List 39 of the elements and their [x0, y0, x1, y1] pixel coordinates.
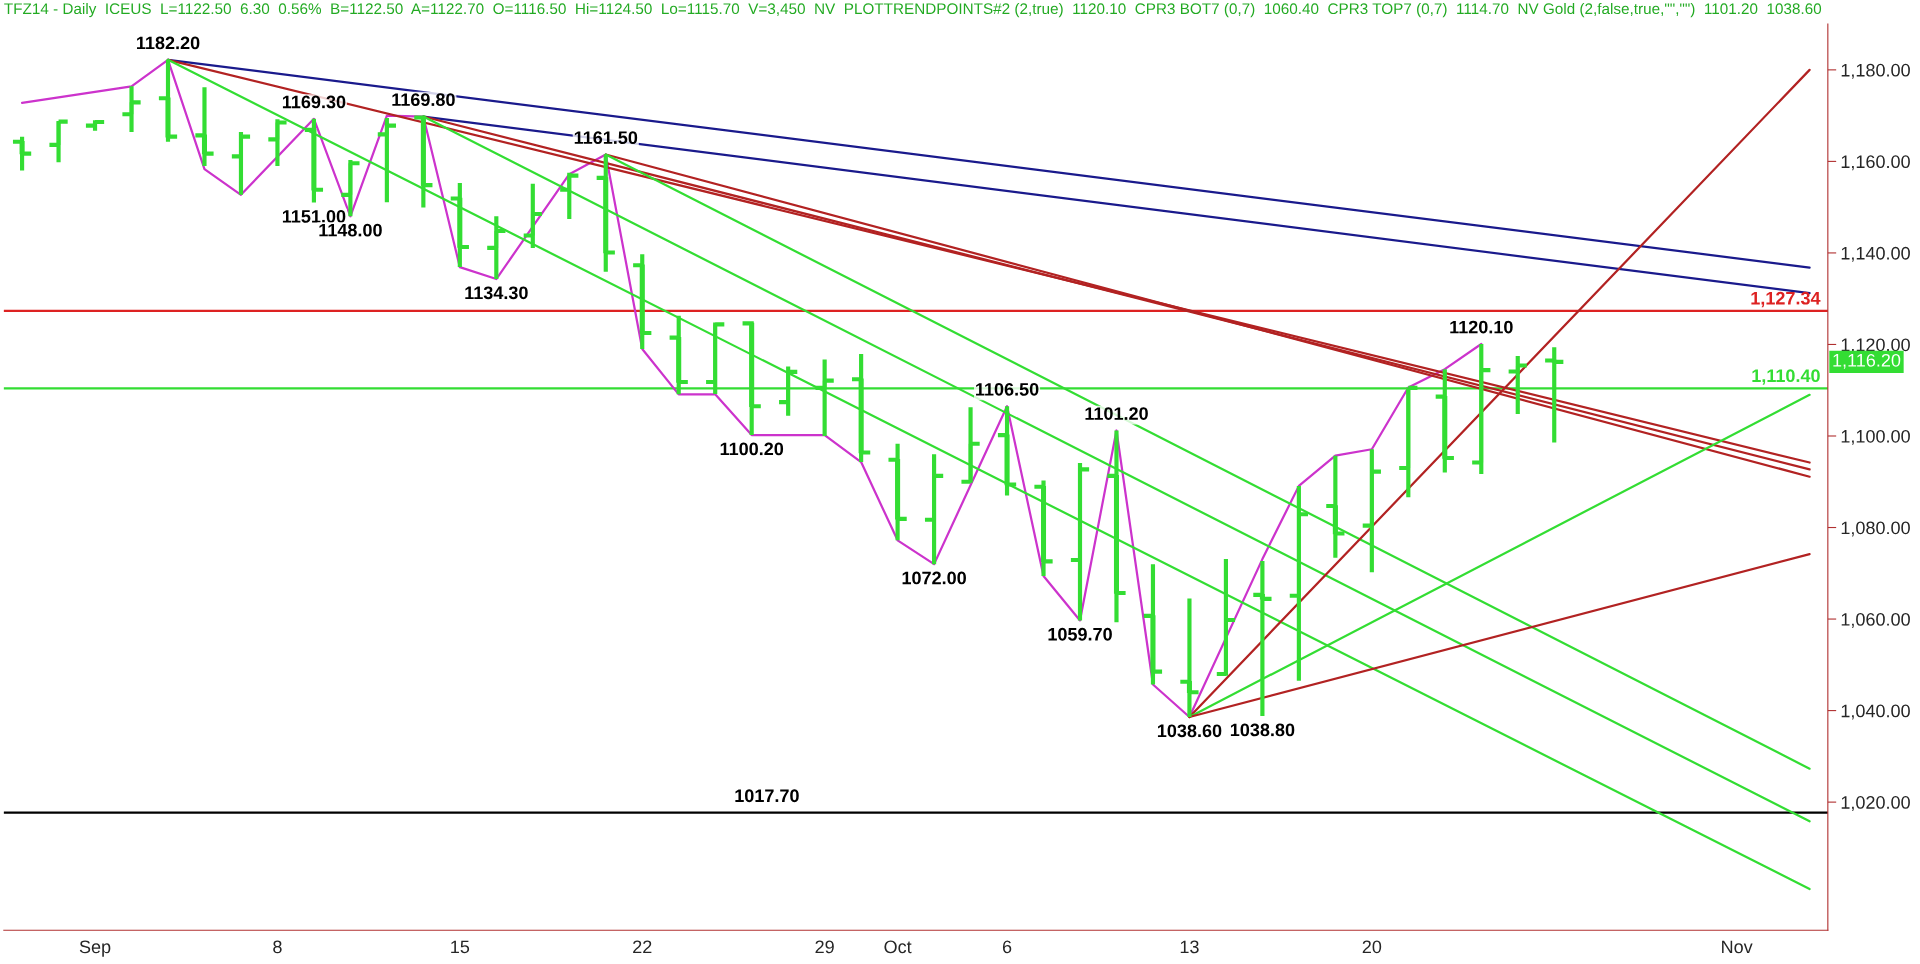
annotation: 1169.30 [282, 95, 346, 109]
ref-line-label: 1,127.34 [1751, 291, 1821, 308]
annotation: 1038.80 [1230, 723, 1295, 737]
x-tick-label: 29 [815, 940, 834, 954]
annotation: 1100.20 [720, 442, 784, 456]
y-tick-label: 1,060.00 [1841, 612, 1910, 628]
x-tick-label: 13 [1180, 940, 1199, 954]
x-tick-label: Oct [884, 940, 912, 954]
annotation: 1072.00 [902, 571, 966, 585]
annotation: 1106.50 [976, 382, 1039, 396]
y-tick-label: 1,040.00 [1841, 704, 1910, 720]
annotation: 1017.70 [735, 789, 799, 803]
annotation: 1182.20 [137, 36, 200, 50]
annotation: 1161.50 [574, 131, 638, 145]
x-tick-label: 15 [451, 940, 470, 954]
annotation: 1120.10 [1450, 320, 1513, 334]
x-tick-label: 22 [633, 940, 652, 954]
chart-title: TFZ14 - Daily ICEUS L=1122.50 6.30 0.56% B=1122.50 A=1122.70 O=1116.50 Hi=1124.50 Lo=1115.70 V=3,450 NV PLOTTRENDPOINTS#2 (2,true) 1120.10 CPR3 BOT7 (0,7) 1060.40 CPR3 TOP7 (0,7) 1114.70 NV Gold (2,false,true,"","") 1101.20 1038.60 [4, 2, 1822, 18]
y-tick-label: 1,100.00 [1841, 429, 1910, 445]
annotation: 1148.00 [319, 223, 382, 237]
y-tick-label: 1,140.00 [1841, 246, 1910, 262]
x-tick-label: 20 [1362, 940, 1382, 954]
y-tick-label: 1,160.00 [1841, 155, 1910, 171]
ref-line-label: 1,110.40 [1752, 369, 1820, 385]
annotation: 1101.20 [1085, 407, 1148, 420]
annotation: 1169.80 [392, 93, 455, 107]
annotation: 1151.00 [282, 210, 346, 223]
annotation: 1134.30 [465, 286, 528, 300]
y-tick-label: 1,020.00 [1841, 796, 1910, 811]
x-tick-label: Sep [79, 940, 111, 957]
x-tick-label: 8 [273, 940, 282, 954]
y-tick-label: 1,080.00 [1841, 521, 1910, 537]
y-tick-label: 1,120.00 [1841, 338, 1910, 354]
text: 1,116.20 [1833, 353, 1901, 369]
y-tick-label: 1,180.00 [1841, 63, 1910, 79]
annotation: 1038.60 [1157, 724, 1222, 738]
annotation: 1059.70 [1048, 627, 1112, 641]
x-tick-label: Nov [1722, 940, 1753, 954]
x-tick-label: 6 [1002, 940, 1012, 954]
